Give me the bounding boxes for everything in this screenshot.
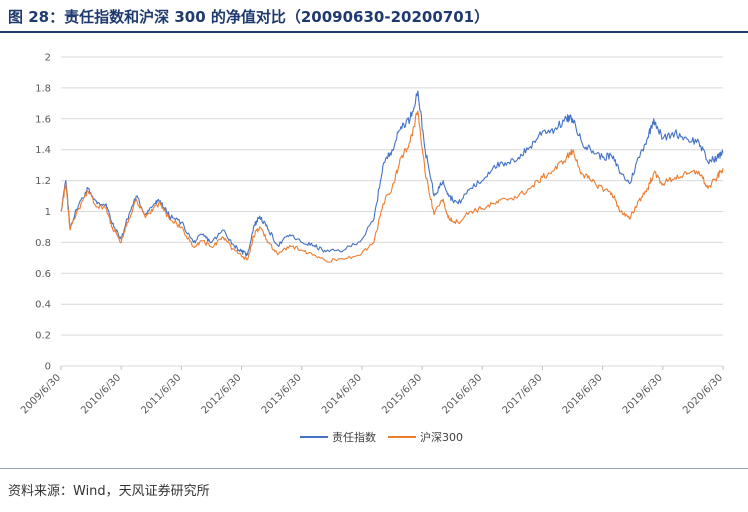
y-tick-label: 1.2 — [35, 176, 51, 187]
x-tick-label: 2010/6/30 — [79, 372, 123, 416]
footer-divider — [0, 468, 748, 469]
legend: 责任指数 沪深300 — [300, 430, 463, 444]
legend-label: 沪深300 — [420, 430, 463, 444]
y-tick-label: 1.6 — [35, 114, 51, 125]
legend-label: 责任指数 — [332, 430, 376, 444]
x-tick-label: 2017/6/30 — [501, 372, 545, 416]
y-tick-label: 1.4 — [35, 145, 51, 156]
series-lines — [60, 90, 724, 263]
series-line-1 — [60, 110, 724, 263]
x-tick-label: 2012/6/30 — [200, 372, 244, 416]
x-tick-label: 2013/6/30 — [260, 372, 304, 416]
source-note: 资料来源：Wind，天风证券研究所 — [8, 484, 210, 499]
y-axis-ticks: 0 0.2 0.4 0.6 0.8 1 1.2 1.4 1.6 1.8 2 — [35, 53, 51, 373]
grid-lines — [61, 56, 723, 367]
title-divider — [0, 31, 748, 33]
y-tick-label: 1.8 — [35, 83, 51, 94]
x-tick-label: 2019/6/30 — [621, 372, 665, 416]
x-tick-label: 2018/6/30 — [561, 372, 605, 416]
series-line-0 — [60, 90, 724, 257]
x-axis-ticks: 2009/6/30 2010/6/30 2011/6/30 2012/6/30 2013… — [19, 366, 725, 416]
line-chart: 0 0.2 0.4 0.6 0.8 1 1.2 1.4 1.6 1.8 2 2009/6/30 201… — [19, 53, 725, 445]
x-tick-label: 2020/6/30 — [681, 372, 725, 416]
y-tick-label: 0.6 — [35, 269, 51, 280]
y-tick-label: 0.8 — [35, 238, 51, 249]
y-tick-label: 0.2 — [35, 331, 51, 342]
y-tick-label: 0.4 — [35, 300, 51, 311]
y-tick-label: 1 — [45, 207, 51, 218]
y-tick-label: 2 — [45, 53, 51, 64]
x-tick-label: 2009/6/30 — [19, 372, 63, 416]
x-tick-label: 2015/6/30 — [380, 372, 424, 416]
x-tick-label: 2011/6/30 — [139, 372, 183, 416]
chart-title: 图 28：责任指数和沪深 300 的净值对比（20090630-20200701… — [8, 8, 490, 26]
y-tick-label: 0 — [45, 362, 51, 373]
x-tick-label: 2014/6/30 — [320, 372, 364, 416]
x-tick-label: 2016/6/30 — [440, 372, 484, 416]
